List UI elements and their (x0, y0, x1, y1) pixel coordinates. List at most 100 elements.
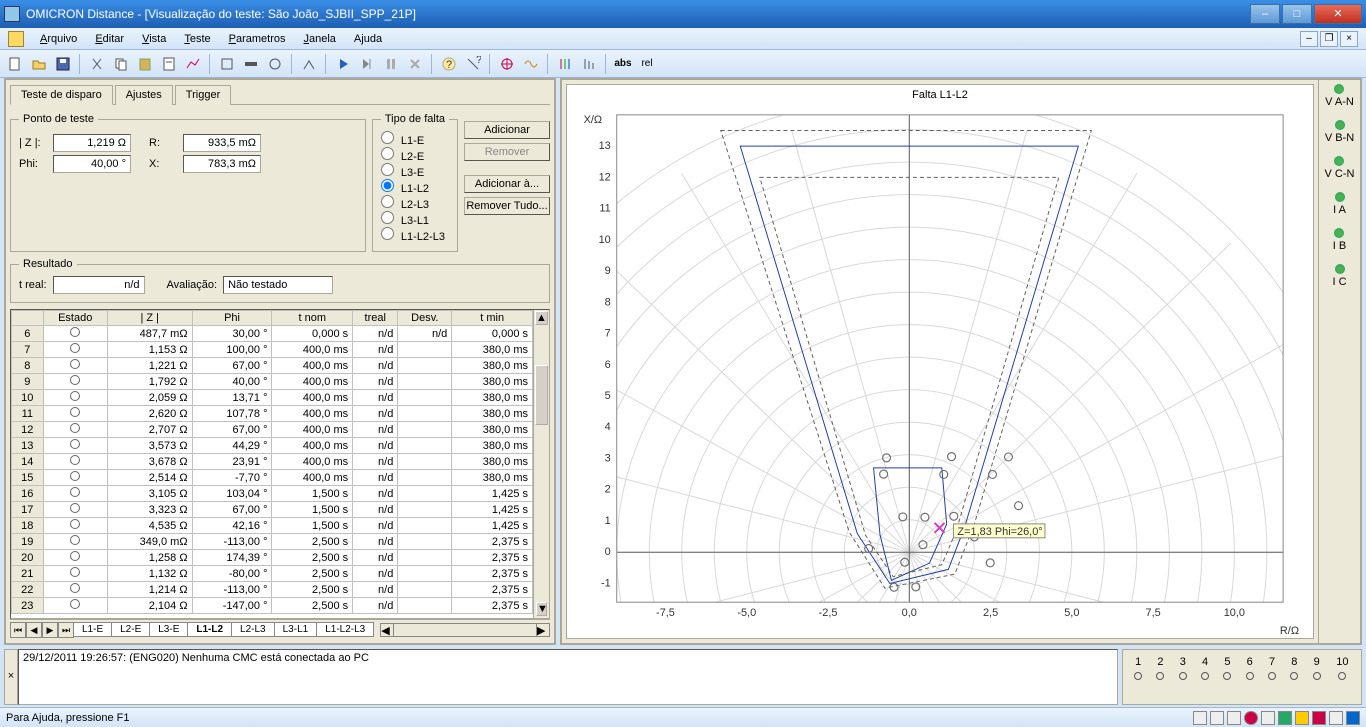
log-handle[interactable]: × (4, 649, 18, 705)
sheet-tab-l3-l1[interactable]: L3-L1 (274, 622, 318, 637)
sheet-tab-l2-l3[interactable]: L2-L3 (231, 622, 275, 637)
channel-7[interactable] (1261, 669, 1283, 684)
channel-9[interactable] (1306, 669, 1328, 684)
results-table[interactable]: Estado| Z |Phit nomtrealDesv.t min6487,7… (10, 309, 550, 619)
channel-10[interactable] (1328, 669, 1357, 684)
phi-input[interactable] (53, 155, 131, 173)
fault-type-l3-l1[interactable]: L3-L1 (381, 211, 449, 227)
sheet-nav-last[interactable]: ⏭ (58, 622, 74, 638)
channel-3[interactable] (1172, 669, 1194, 684)
save-icon[interactable] (52, 53, 74, 75)
sheet-tab-l1-e[interactable]: L1-E (73, 622, 112, 637)
target-icon[interactable] (496, 53, 518, 75)
play-icon[interactable] (332, 53, 354, 75)
menu-ajuda[interactable]: Ajuda (346, 31, 390, 47)
table-row[interactable]: 122,707 Ω67,00 °400,0 msn/d380,0 ms (12, 422, 549, 438)
maximize-button[interactable]: □ (1282, 4, 1312, 24)
adicionar-a-button[interactable]: Adicionar à... (464, 175, 550, 193)
table-row[interactable]: 81,221 Ω67,00 °400,0 msn/d380,0 ms (12, 358, 549, 374)
copy-icon[interactable] (110, 53, 132, 75)
table-row[interactable]: 201,258 Ω174,39 °2,500 sn/d2,375 s (12, 550, 549, 566)
open-icon[interactable] (28, 53, 50, 75)
mdi-close[interactable]: × (1340, 31, 1358, 47)
remover-tudo-button[interactable]: Remover Tudo... (464, 197, 550, 215)
scroll-down-icon[interactable]: ▼ (536, 602, 547, 616)
config1-icon[interactable] (216, 53, 238, 75)
table-row[interactable]: 133,573 Ω44,29 °400,0 msn/d380,0 ms (12, 438, 549, 454)
channel-5[interactable] (1216, 669, 1238, 684)
table-row[interactable]: 163,105 Ω103,04 °1,500 sn/d1,425 s (12, 486, 549, 502)
fault-type-l1-l2-l3[interactable]: L1-L2-L3 (381, 227, 449, 243)
menu-janela[interactable]: Janela (296, 31, 344, 47)
fault-type-l3-e[interactable]: L3-E (381, 163, 449, 179)
table-row[interactable]: 71,153 Ω100,00 °400,0 msn/d380,0 ms (12, 342, 549, 358)
channel-4[interactable] (1194, 669, 1216, 684)
scroll-up-icon[interactable]: ▲ (535, 311, 548, 325)
table-row[interactable]: 232,104 Ω-147,00 °2,500 sn/d2,375 s (12, 598, 549, 614)
close-button[interactable]: ✕ (1314, 4, 1362, 24)
sheet-nav-prev[interactable]: ◀ (26, 622, 42, 638)
fault-type-l1-l2[interactable]: L1-L2 (381, 179, 449, 195)
adicionar-button[interactable]: Adicionar (464, 121, 550, 139)
fault-type-l1-e[interactable]: L1-E (381, 131, 449, 147)
rel-icon[interactable]: rel (636, 53, 658, 75)
menu-teste[interactable]: Teste (176, 31, 218, 47)
config2-icon[interactable] (240, 53, 262, 75)
config3-icon[interactable] (264, 53, 286, 75)
menu-arquivo[interactable]: Arquivo (32, 31, 85, 47)
table-row[interactable]: 184,535 Ω42,16 °1,500 sn/d1,425 s (12, 518, 549, 534)
sheet-tab-l2-e[interactable]: L2-E (111, 622, 150, 637)
fault-type-l2-e[interactable]: L2-E (381, 147, 449, 163)
cut-icon[interactable] (86, 53, 108, 75)
table-row[interactable]: 221,214 Ω-113,00 °2,500 sn/d2,375 s (12, 582, 549, 598)
new-icon[interactable] (4, 53, 26, 75)
sheet-tab-l1-l2[interactable]: L1-L2 (187, 622, 232, 637)
table-row[interactable]: 112,620 Ω107,78 °400,0 msn/d380,0 ms (12, 406, 549, 422)
channel-2[interactable] (1149, 669, 1171, 684)
wave-icon[interactable] (520, 53, 542, 75)
whatsthis-icon[interactable]: ? (462, 53, 484, 75)
channel-8[interactable] (1283, 669, 1305, 684)
table-row[interactable]: 211,132 Ω-80,00 °2,500 sn/d2,375 s (12, 566, 549, 582)
tab-trigger[interactable]: Trigger (175, 85, 231, 105)
sheet-tab-l3-e[interactable]: L3-E (149, 622, 188, 637)
play-one-icon[interactable] (356, 53, 378, 75)
table-row[interactable]: 6487,7 mΩ30,00 °0,000 sn/dn/d0,000 s (12, 326, 549, 342)
channel-6[interactable] (1239, 669, 1261, 684)
tab-ajustes[interactable]: Ajustes (115, 85, 173, 105)
config4-icon[interactable] (298, 53, 320, 75)
paste-icon[interactable] (134, 53, 156, 75)
table-row[interactable]: 91,792 Ω40,00 °400,0 msn/d380,0 ms (12, 374, 549, 390)
table-row[interactable]: 152,514 Ω-7,70 °400,0 msn/d380,0 ms (12, 470, 549, 486)
help-icon[interactable]: ? (438, 53, 460, 75)
menu-parametros[interactable]: Parametros (221, 31, 294, 47)
fault-type-l2-l3[interactable]: L2-L3 (381, 195, 449, 211)
impedance-chart[interactable]: Falta L1-L2 -7,5-5,0-2,50,02,55,07,510,0… (566, 84, 1314, 639)
sheet-nav-first[interactable]: ⏮ (10, 622, 26, 638)
r-input[interactable] (183, 134, 261, 152)
bars2-icon[interactable] (578, 53, 600, 75)
channel-1[interactable] (1127, 669, 1149, 684)
table-row[interactable]: 19349,0 mΩ-113,00 °2,500 sn/d2,375 s (12, 534, 549, 550)
menu-editar[interactable]: Editar (87, 31, 132, 47)
stop-icon[interactable] (404, 53, 426, 75)
report-icon[interactable] (158, 53, 180, 75)
hscroll-right[interactable]: ▶ (536, 623, 550, 637)
sheet-tab-l1-l2-l3[interactable]: L1-L2-L3 (316, 622, 374, 637)
table-scrollbar[interactable]: ▲ ▼ (533, 310, 549, 618)
bars1-icon[interactable] (554, 53, 576, 75)
table-row[interactable]: 173,323 Ω67,00 °1,500 sn/d1,425 s (12, 502, 549, 518)
sheet-nav-next[interactable]: ▶ (42, 622, 58, 638)
x-input[interactable] (183, 155, 261, 173)
tab-teste-disparo[interactable]: Teste de disparo (10, 85, 113, 105)
hscroll-track[interactable] (394, 623, 536, 637)
hscroll-left[interactable]: ◀ (380, 623, 394, 637)
mdi-restore[interactable]: ❐ (1320, 31, 1338, 47)
table-row[interactable]: 143,678 Ω23,91 °400,0 msn/d380,0 ms (12, 454, 549, 470)
menu-vista[interactable]: Vista (134, 31, 174, 47)
scroll-thumb[interactable] (535, 365, 548, 425)
pause-icon[interactable] (380, 53, 402, 75)
abs-icon[interactable]: abs (612, 53, 634, 75)
remover-button[interactable]: Remover (464, 143, 550, 161)
table-row[interactable]: 102,059 Ω13,71 °400,0 msn/d380,0 ms (12, 390, 549, 406)
